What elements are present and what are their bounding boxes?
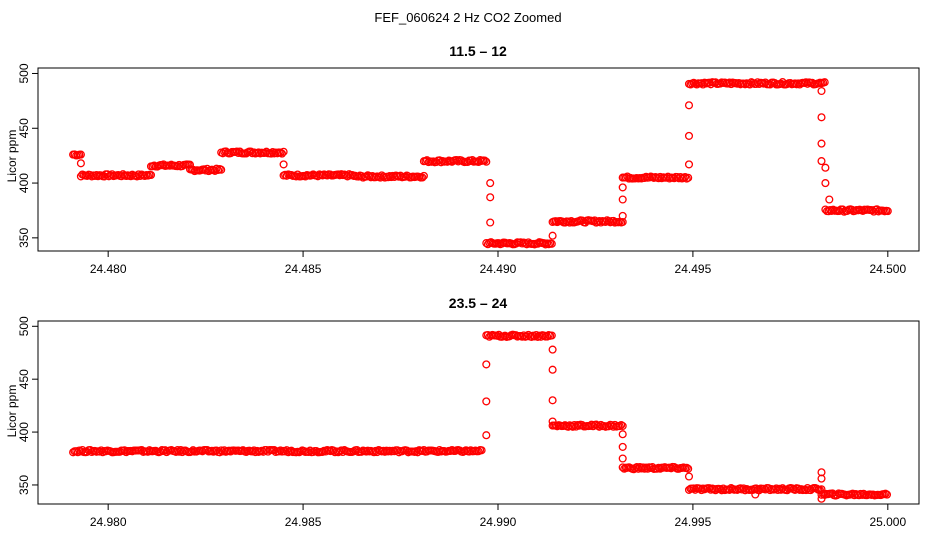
data-point [618,442,627,451]
data-point [618,211,627,220]
data-point [882,490,892,499]
y-tick-label: 500 [17,316,31,336]
data-point [618,217,627,227]
panel-top: 11.5 – 12 Licor ppm 24.480 24.485 24.490 24… [5,43,920,276]
data-point [548,417,557,426]
y-axis-label: Licor ppm [5,385,19,438]
data-point [486,218,495,227]
data-point [279,147,288,156]
y-tick-label: 400 [17,422,31,442]
data-point [817,494,826,503]
data-point [820,78,829,87]
y-axis: 350 400 450 500 [17,316,38,495]
data-point [76,150,85,159]
data-point [482,397,491,406]
data-point [821,163,830,172]
data-point [486,179,495,188]
panel-title: 23.5 – 24 [449,295,508,311]
data-points [69,78,892,249]
data-point [883,207,892,216]
data-point [548,231,557,240]
y-tick-label: 350 [17,475,31,495]
y-tick-label: 350 [17,228,31,248]
data-point [684,472,694,481]
data-point [817,139,826,148]
data-point [548,345,557,354]
data-point [618,421,627,431]
data-point [482,157,491,166]
data-point [217,165,226,174]
y-tick-label: 450 [17,118,31,138]
data-point [682,463,691,472]
panel-bottom: 23.5 – 24 Licor ppm 24.980 24.985 24.990 24… [5,295,920,529]
x-axis: 24.980 24.985 24.990 24.995 25.000 [90,503,906,529]
data-point [684,101,694,110]
data-point [617,420,626,430]
data-point [817,113,826,122]
x-tick-label: 24.480 [90,262,127,276]
x-tick-label: 24.990 [480,515,517,529]
data-point [279,160,288,169]
data-point [547,331,556,340]
x-tick-label: 24.985 [285,515,322,529]
data-point [212,164,221,173]
data-point [817,157,826,166]
data-point [548,365,557,374]
data-point [684,464,693,473]
data-point [214,165,223,175]
data-point [825,195,834,204]
x-tick-label: 24.495 [675,262,712,276]
data-point [684,160,694,169]
data-point [817,86,826,96]
x-tick-label: 24.980 [90,515,127,529]
data-point [146,170,156,180]
data-point [615,422,624,431]
data-points [69,330,892,503]
x-tick-label: 24.995 [675,515,712,529]
data-point [618,195,627,204]
data-point [548,396,557,405]
y-axis: 350 400 450 500 [17,63,38,248]
data-point [477,446,486,455]
data-point [419,171,428,180]
x-tick-label: 25.000 [869,515,906,529]
data-point [817,474,826,483]
data-point [684,131,694,140]
data-point [618,183,627,192]
data-point [418,173,427,182]
data-point [751,490,760,499]
data-point [482,360,491,369]
plot-frame [37,320,920,505]
data-point [547,239,556,248]
y-tick-label: 450 [17,369,31,389]
data-point [482,431,491,440]
data-point [76,159,85,168]
x-tick-label: 24.485 [285,262,322,276]
data-point [486,193,495,202]
panel-title: 11.5 – 12 [449,43,507,59]
figure-title: FEF_060624 2 Hz CO2 Zoomed [374,10,561,25]
data-point [277,149,287,158]
x-axis: 24.480 24.485 24.490 24.495 24.500 [90,250,906,276]
data-point [821,179,830,188]
data-point [480,156,489,165]
data-point [618,454,627,463]
x-tick-label: 24.490 [480,262,517,276]
data-point [684,173,693,182]
x-tick-label: 24.500 [869,262,906,276]
y-tick-label: 400 [17,173,31,193]
y-axis-label: Licor ppm [5,130,19,183]
data-point [618,430,627,439]
y-tick-label: 500 [17,63,31,83]
